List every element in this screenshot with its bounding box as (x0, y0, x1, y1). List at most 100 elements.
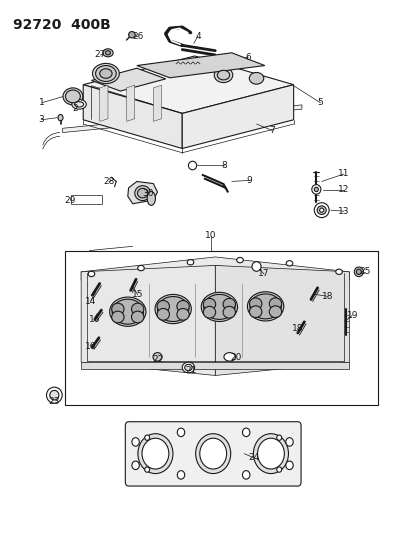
FancyBboxPatch shape (125, 422, 300, 486)
Ellipse shape (257, 438, 284, 469)
Text: 25: 25 (358, 268, 369, 276)
Ellipse shape (132, 438, 139, 446)
Polygon shape (81, 257, 349, 280)
Ellipse shape (203, 298, 215, 310)
Text: 18: 18 (321, 292, 332, 301)
Polygon shape (128, 181, 157, 204)
Ellipse shape (112, 303, 124, 315)
Text: 8: 8 (221, 161, 227, 170)
Ellipse shape (203, 294, 235, 319)
Ellipse shape (285, 438, 292, 446)
Ellipse shape (177, 428, 184, 437)
Text: 30: 30 (142, 189, 154, 198)
Polygon shape (100, 85, 108, 122)
Ellipse shape (131, 303, 144, 315)
Ellipse shape (145, 435, 149, 440)
Ellipse shape (203, 306, 215, 318)
Polygon shape (153, 85, 161, 122)
Ellipse shape (313, 203, 328, 217)
Text: 13: 13 (337, 207, 349, 216)
Ellipse shape (157, 296, 188, 321)
Text: 2: 2 (72, 104, 78, 113)
Polygon shape (81, 265, 215, 375)
Ellipse shape (199, 438, 226, 469)
Ellipse shape (285, 461, 292, 470)
Ellipse shape (249, 306, 261, 318)
Ellipse shape (268, 306, 281, 318)
Text: 18: 18 (291, 324, 303, 333)
Ellipse shape (147, 191, 155, 205)
Ellipse shape (88, 271, 95, 277)
Text: 16: 16 (85, 342, 96, 351)
Ellipse shape (74, 102, 83, 107)
Ellipse shape (157, 309, 169, 320)
Ellipse shape (252, 262, 261, 271)
Ellipse shape (131, 311, 144, 323)
Polygon shape (137, 53, 264, 78)
Ellipse shape (128, 31, 135, 38)
Text: 10: 10 (205, 231, 216, 240)
Text: 4: 4 (195, 32, 200, 41)
Ellipse shape (195, 434, 230, 473)
Ellipse shape (176, 301, 189, 312)
Text: 23: 23 (49, 397, 60, 406)
Ellipse shape (138, 434, 173, 473)
Ellipse shape (276, 467, 281, 472)
Ellipse shape (142, 438, 169, 469)
Text: 9: 9 (246, 176, 252, 185)
Polygon shape (126, 85, 135, 122)
Ellipse shape (176, 309, 189, 320)
Ellipse shape (58, 115, 63, 121)
FancyBboxPatch shape (71, 195, 102, 204)
Ellipse shape (276, 435, 281, 440)
Text: 26: 26 (132, 33, 143, 42)
Text: 92720  400B: 92720 400B (13, 18, 111, 31)
Ellipse shape (182, 362, 194, 373)
Ellipse shape (102, 49, 113, 57)
Text: 16: 16 (89, 315, 100, 324)
Polygon shape (91, 68, 165, 91)
Ellipse shape (223, 353, 235, 361)
Ellipse shape (132, 461, 139, 470)
Ellipse shape (72, 100, 86, 109)
Ellipse shape (313, 187, 318, 191)
Text: 29: 29 (64, 196, 76, 205)
Polygon shape (62, 105, 301, 133)
Ellipse shape (65, 90, 80, 103)
Text: 14: 14 (85, 296, 96, 305)
Ellipse shape (356, 269, 361, 274)
Ellipse shape (157, 301, 169, 312)
Ellipse shape (112, 299, 143, 324)
Text: 19: 19 (346, 311, 357, 320)
Ellipse shape (249, 72, 263, 84)
Text: 12: 12 (337, 185, 349, 195)
Ellipse shape (137, 188, 147, 198)
Ellipse shape (223, 298, 235, 310)
Ellipse shape (100, 69, 112, 78)
FancyBboxPatch shape (64, 251, 377, 405)
Ellipse shape (214, 68, 232, 83)
Text: 15: 15 (132, 290, 143, 299)
Ellipse shape (154, 294, 191, 324)
Polygon shape (215, 265, 349, 375)
Text: 3: 3 (38, 115, 44, 124)
Ellipse shape (316, 206, 325, 214)
Ellipse shape (188, 161, 196, 169)
Ellipse shape (152, 353, 161, 361)
Text: 6: 6 (245, 53, 251, 62)
Ellipse shape (109, 297, 145, 326)
Text: 21: 21 (185, 366, 197, 375)
Ellipse shape (50, 390, 59, 400)
Ellipse shape (354, 267, 363, 277)
Ellipse shape (249, 298, 261, 310)
Ellipse shape (177, 471, 184, 479)
Ellipse shape (184, 365, 192, 370)
Polygon shape (81, 362, 349, 368)
Ellipse shape (92, 63, 119, 84)
Ellipse shape (223, 306, 235, 318)
Ellipse shape (46, 387, 62, 403)
Ellipse shape (187, 260, 193, 265)
Ellipse shape (242, 428, 249, 437)
Ellipse shape (95, 66, 116, 82)
Ellipse shape (201, 292, 237, 321)
